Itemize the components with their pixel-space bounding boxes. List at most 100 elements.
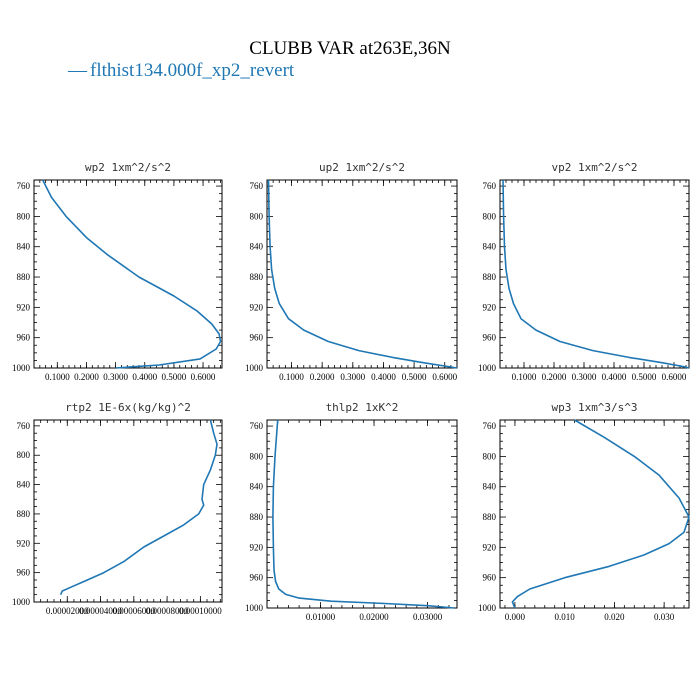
xtick-label: 0.6000 [662, 372, 687, 382]
ytick-label: 880 [250, 272, 264, 282]
ytick-label: 960 [250, 573, 264, 583]
plot-frame [33, 419, 223, 603]
ytick-label: 840 [250, 242, 264, 252]
xtick-label: 0.4000 [371, 372, 396, 382]
subplot-4: rtp2 1E-6x(kg/kg)^2 760 800 840 880 920 960 100… [12, 401, 223, 616]
ytick-label: 760 [483, 181, 497, 191]
subplot-5: thlp2 1xK^2 760 800 840 880 920 960 1000 0.01000… [245, 401, 458, 622]
plot-frame [33, 179, 223, 369]
ytick-label: 1000 [478, 363, 497, 373]
xtick-label: 0.2000 [542, 372, 567, 382]
ytick-label: 760 [250, 421, 264, 431]
subplot-title: thlp2 1xK^2 [326, 401, 399, 414]
ytick-label: 920 [483, 542, 497, 552]
xtick-label: 0.5000 [162, 372, 187, 382]
series-line [511, 419, 690, 609]
xtick-label: 0.01000 [306, 612, 336, 622]
xtick-label: 0.020 [604, 612, 625, 622]
ytick-label: 960 [250, 333, 264, 343]
xtick-label: 0.6000 [432, 372, 457, 382]
xtick-label: 0.010 [555, 612, 576, 622]
ytick-label: 800 [483, 211, 497, 221]
ytick-label: 920 [17, 538, 31, 548]
plot-frame [266, 179, 458, 369]
ytick-label: 880 [250, 512, 264, 522]
figure-title: CLUBB VAR at263E,36N [249, 38, 451, 59]
xtick-label: 0.00006000 [112, 606, 155, 616]
xtick-label: 0.02000 [359, 612, 389, 622]
ytick-label: 840 [483, 242, 497, 252]
xtick-label: 0.00010000 [179, 606, 222, 616]
ytick-label: 800 [483, 451, 497, 461]
ytick-label: 840 [17, 480, 31, 490]
series-line [502, 179, 690, 369]
xtick-label: 0.3000 [340, 372, 365, 382]
ytick-label: 920 [250, 542, 264, 552]
subplot-title: rtp2 1E-6x(kg/kg)^2 [65, 401, 191, 414]
ytick-label: 960 [483, 573, 497, 583]
series-line [267, 179, 458, 369]
legend-label: flthist134.000f_xp2_revert [90, 60, 295, 81]
ytick-label: 800 [250, 211, 264, 221]
plot-frame [499, 179, 690, 369]
subplot-title: up2 1xm^2/s^2 [319, 161, 405, 174]
ytick-label: 760 [17, 421, 31, 431]
ytick-label: 1000 [245, 603, 264, 613]
xtick-label: 0.00008000 [146, 606, 189, 616]
legend-marker: — [67, 60, 88, 81]
ytick-label: 840 [483, 482, 497, 492]
series-line [272, 419, 455, 609]
xtick-label: 0.00004000 [79, 606, 122, 616]
ytick-label: 880 [17, 509, 31, 519]
xtick-label: 0.1000 [45, 372, 70, 382]
xtick-label: 0.3000 [103, 372, 128, 382]
xtick-label: 0.4000 [132, 372, 157, 382]
ytick-label: 1000 [478, 603, 497, 613]
subplot-title: wp2 1xm^2/s^2 [85, 161, 171, 174]
ytick-label: 920 [250, 302, 264, 312]
xtick-label: 0.030 [654, 612, 675, 622]
xtick-label: 0.1000 [512, 372, 537, 382]
xtick-label: 0.5000 [632, 372, 657, 382]
xtick-label: 0.2000 [310, 372, 335, 382]
xtick-label: 0.00002000 [46, 606, 89, 616]
ytick-label: 800 [17, 450, 31, 460]
subplot-grid: wp2 1xm^2/s^2 760 800 840 880 920 960 1000 0.100… [12, 161, 690, 622]
ytick-label: 960 [483, 333, 497, 343]
ytick-label: 760 [250, 181, 264, 191]
ytick-label: 760 [17, 181, 31, 191]
subplot-title: vp2 1xm^2/s^2 [551, 161, 637, 174]
series-line [59, 419, 218, 596]
subplot-3: vp2 1xm^2/s^2 760 800 840 880 920 960 1000 0.100… [478, 161, 690, 382]
series-line [41, 179, 222, 369]
subplot-6: wp3 1xm^3/s^3 760 800 840 880 920 960 1000 0.000… [478, 401, 690, 622]
plot-frame [266, 419, 458, 609]
xtick-label: 0.03000 [413, 612, 443, 622]
ytick-label: 920 [483, 302, 497, 312]
xtick-label: 0.4000 [602, 372, 627, 382]
xtick-label: 0.2000 [74, 372, 99, 382]
ytick-label: 880 [483, 512, 497, 522]
ytick-label: 1000 [12, 363, 31, 373]
xtick-label: 0.6000 [191, 372, 216, 382]
ytick-label: 960 [17, 568, 31, 578]
ytick-label: 800 [250, 451, 264, 461]
subplot-1: wp2 1xm^2/s^2 760 800 840 880 920 960 1000 0.100… [12, 161, 223, 382]
plot-frame [499, 419, 690, 609]
ytick-label: 920 [17, 302, 31, 312]
ytick-label: 760 [483, 421, 497, 431]
legend: — flthist134.000f_xp2_revert [67, 60, 295, 81]
ytick-label: 1000 [245, 363, 264, 373]
ytick-label: 880 [17, 272, 31, 282]
ytick-label: 960 [17, 333, 31, 343]
ytick-label: 800 [17, 211, 31, 221]
subplot-2: up2 1xm^2/s^2 760 800 840 880 920 960 1000 0.100… [245, 161, 458, 382]
subplot-title: wp3 1xm^3/s^3 [551, 401, 637, 414]
xtick-label: 0.1000 [279, 372, 304, 382]
xtick-label: 0.000 [505, 612, 526, 622]
xtick-label: 0.3000 [572, 372, 597, 382]
ytick-label: 840 [250, 482, 264, 492]
ytick-label: 880 [483, 272, 497, 282]
ytick-label: 1000 [12, 597, 31, 607]
